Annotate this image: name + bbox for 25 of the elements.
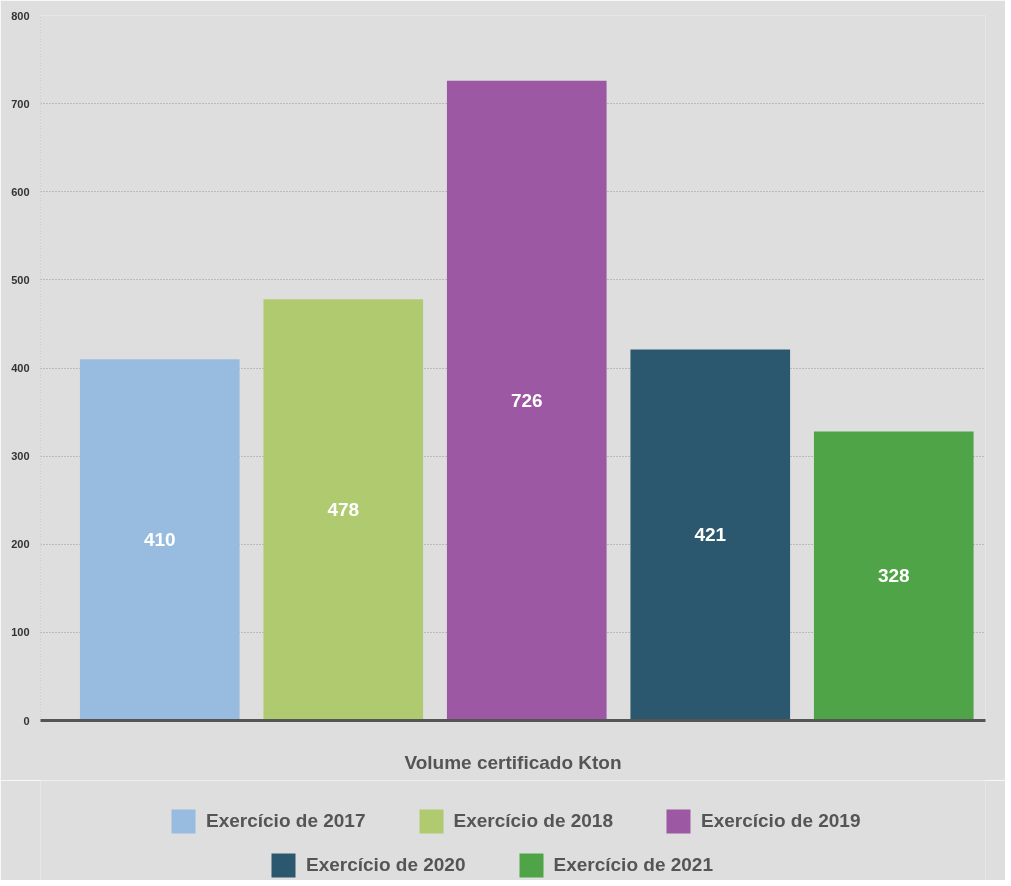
bar: [79, 359, 240, 721]
bar: [263, 299, 424, 721]
x-axis-title: Volume certificado Kton: [404, 751, 622, 773]
legend-label: Exercício de 2018: [453, 810, 613, 832]
data-label: 421: [694, 524, 727, 546]
y-tick-label: 400: [11, 362, 30, 374]
legend-label: Exercício de 2021: [553, 854, 713, 876]
y-tick-label: 700: [11, 97, 30, 110]
y-tick-label: 800: [11, 9, 30, 22]
y-tick-label: 0: [23, 714, 30, 727]
y-tick-label: 100: [11, 626, 30, 639]
legend-label: Exercício de 2020: [306, 854, 466, 876]
y-tick-label: 300: [11, 450, 30, 463]
y-tick-label: 200: [11, 538, 30, 551]
data-label: 726: [510, 390, 543, 412]
bar: [630, 349, 791, 721]
y-tick-label: 600: [11, 185, 30, 198]
bar: [813, 431, 974, 721]
legend-label: Exercício de 2019: [701, 810, 861, 832]
data-label: 410: [143, 529, 176, 551]
legend-label: Exercício de 2017: [206, 810, 366, 832]
y-tick-label: 500: [11, 273, 30, 286]
data-label: 328: [877, 565, 910, 587]
bar: [446, 80, 607, 721]
data-label: 478: [327, 499, 360, 521]
